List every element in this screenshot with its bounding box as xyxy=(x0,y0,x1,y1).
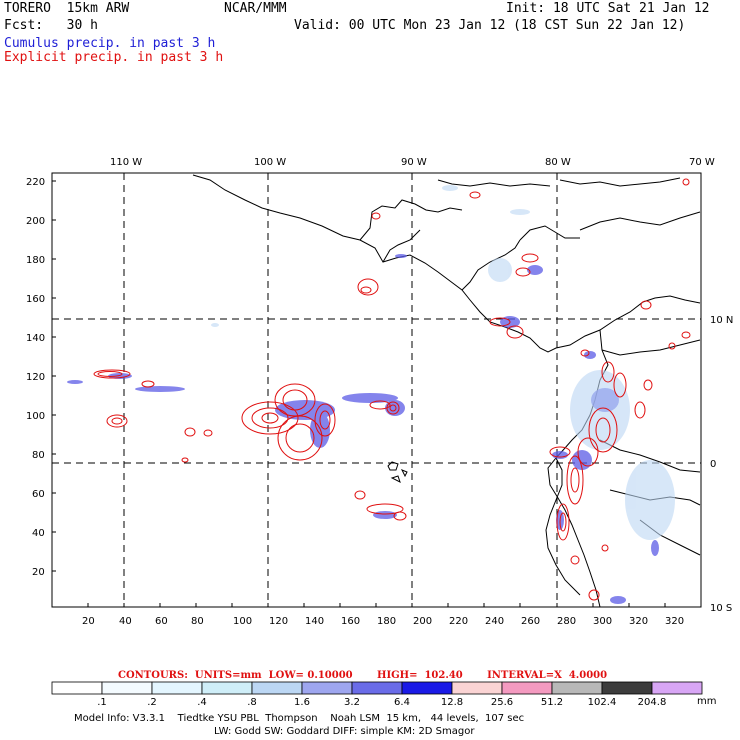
y-tick-marks xyxy=(52,180,56,572)
x-tick: 140 xyxy=(305,616,324,627)
y-tick: 200 xyxy=(26,216,45,227)
colorbar xyxy=(51,681,703,695)
x-tick: 280 xyxy=(557,616,576,627)
y-tick: 180 xyxy=(26,255,45,266)
x-tick-end: 320 xyxy=(665,616,684,627)
model-info: Model Info: V3.3.1 Tiedtke YSU PBL Thomp… xyxy=(74,713,525,724)
explicit-precip xyxy=(93,178,691,601)
x-tick: 40 xyxy=(119,616,132,627)
x-tick: 20 xyxy=(82,616,95,627)
colorbar-swatch xyxy=(101,681,153,695)
explicit-legend: Explicit precip. in past 3 h xyxy=(4,50,224,65)
colorbar-label: .8 xyxy=(247,697,257,708)
cumulus-precip xyxy=(67,254,659,604)
colorbar-swatch xyxy=(651,681,703,695)
y-tick: 80 xyxy=(32,450,45,461)
forecast-hour: Fcst: 30 h xyxy=(4,18,98,33)
y-tick: 160 xyxy=(26,294,45,305)
lat-label: 10 N xyxy=(710,315,733,326)
x-tick: 220 xyxy=(449,616,468,627)
coastlines xyxy=(192,174,701,608)
colorbar-swatch xyxy=(251,681,303,695)
colorbar-label: 6.4 xyxy=(394,697,410,708)
colorbar-swatch xyxy=(501,681,553,695)
colorbar-label: 1.6 xyxy=(294,697,310,708)
lon-label: 100 W xyxy=(254,157,286,168)
colorbar-label: 102.4 xyxy=(588,697,617,708)
lon-label: 110 W xyxy=(110,157,142,168)
colorbar-swatch xyxy=(51,681,103,695)
colorbar-swatch xyxy=(301,681,353,695)
colorbar-label: 51.2 xyxy=(541,697,563,708)
x-tick-marks xyxy=(87,603,666,607)
physics-info: LW: Godd SW: Goddard DIFF: simple KM: 2D… xyxy=(214,726,475,737)
colorbar-label: 12.8 xyxy=(441,697,463,708)
y-tick: 140 xyxy=(26,333,45,344)
lat-label: 10 S xyxy=(710,603,732,614)
latitude-labels: 10 N 0 10 S xyxy=(710,315,733,614)
lon-label: 80 W xyxy=(545,157,571,168)
colorbar-label: 25.6 xyxy=(491,697,513,708)
longitude-labels: 110 W 100 W 90 W 80 W 70 W xyxy=(110,157,715,168)
model-title: TORERO 15km ARW xyxy=(4,1,130,16)
colorbar-swatch xyxy=(401,681,453,695)
x-tick: 160 xyxy=(341,616,360,627)
y-tick: 120 xyxy=(26,372,45,383)
x-tick: 320 xyxy=(629,616,648,627)
y-tick: 60 xyxy=(32,489,45,500)
colorbar-label: 3.2 xyxy=(344,697,360,708)
x-tick: 260 xyxy=(521,616,540,627)
colorbar-labels: .1 .2 .4 .8 1.6 3.2 6.4 12.8 25.6 51.2 102.4 204.8 xyxy=(97,697,666,708)
colorbar-swatch xyxy=(551,681,603,695)
x-tick: 200 xyxy=(413,616,432,627)
colorbar-label: 204.8 xyxy=(638,697,667,708)
colorbar-swatch xyxy=(351,681,403,695)
valid-time: Valid: 00 UTC Mon 23 Jan 12 (18 CST Sun … xyxy=(294,18,686,33)
org-label: NCAR/MMM xyxy=(224,1,287,16)
x-tick: 100 xyxy=(233,616,252,627)
colorbar-swatch xyxy=(151,681,203,695)
x-tick: 180 xyxy=(377,616,396,627)
colorbar-label: .1 xyxy=(97,697,107,708)
x-tick: 60 xyxy=(155,616,168,627)
colorbar-unit: mm xyxy=(697,696,716,707)
x-tick: 240 xyxy=(485,616,504,627)
colorbar-swatch xyxy=(601,681,653,695)
lon-label: 70 W xyxy=(689,157,715,168)
colorbar-swatch xyxy=(451,681,503,695)
colorbar-label: .4 xyxy=(197,697,207,708)
x-tick: 300 xyxy=(593,616,612,627)
graticule xyxy=(52,173,701,607)
colorbar-swatch xyxy=(201,681,253,695)
y-tick: 100 xyxy=(26,411,45,422)
contour-info: CONTOURS: UNITS=mm LOW= 0.10000 HIGH= 10… xyxy=(118,670,608,681)
y-tick: 220 xyxy=(26,177,45,188)
y-tick: 40 xyxy=(32,528,45,539)
x-axis: 20 40 60 80 100 120 140 160 180 200 220 … xyxy=(82,616,648,627)
init-time: Init: 18 UTC Sat 21 Jan 12 xyxy=(506,1,710,16)
cumulus-legend: Cumulus precip. in past 3 h xyxy=(4,36,216,51)
x-tick: 120 xyxy=(269,616,288,627)
lat-label: 0 xyxy=(710,459,716,470)
y-axis: 220 200 180 160 140 120 100 80 60 40 20 xyxy=(26,177,45,578)
x-tick: 80 xyxy=(191,616,204,627)
lon-label: 90 W xyxy=(401,157,427,168)
colorbar-label: .2 xyxy=(147,697,157,708)
y-tick: 20 xyxy=(32,567,45,578)
